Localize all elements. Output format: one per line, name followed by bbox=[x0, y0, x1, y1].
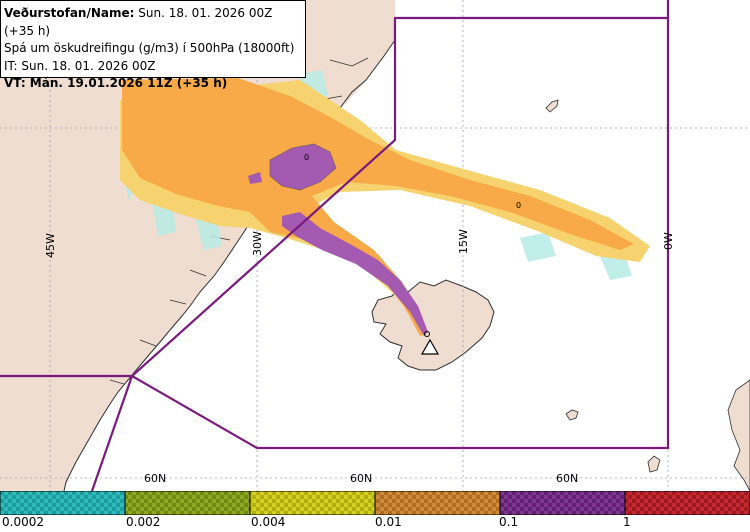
info-line-1: Veðurstofan/Name: Sun. 18. 01. 2026 00Z … bbox=[4, 5, 305, 40]
lon-label-15w: 15W bbox=[457, 229, 470, 254]
info-line-3: IT: Sun. 18. 01. 2026 00Z bbox=[4, 58, 156, 73]
lon-label-45w: 45W bbox=[44, 233, 57, 258]
lat-label-60n-2: 60N bbox=[350, 472, 372, 485]
legend-label-1: 0.0002 bbox=[2, 515, 44, 529]
jan-mayen-island bbox=[545, 99, 559, 113]
region-boundary bbox=[0, 0, 670, 491]
info-name-value: Sun. 18. 01. 2026 00Z (+35 h) bbox=[4, 6, 273, 38]
lat-label-60n-1: 60N bbox=[144, 472, 166, 485]
contour-label-2: 0 bbox=[516, 201, 521, 210]
legend-label-3: 0.004 bbox=[251, 515, 286, 529]
concentration-legend: 0.0002 0.002 0.004 0.01 0.1 1 bbox=[0, 491, 750, 532]
lon-label-0w: 0W bbox=[662, 232, 675, 250]
ash-mid-layer bbox=[122, 78, 634, 336]
legend-label-6: 1 bbox=[623, 515, 631, 529]
volcano-marker-icon bbox=[420, 331, 440, 355]
contour-label-1: 0 bbox=[304, 153, 309, 162]
info-line-2: Spá um öskudreifingu (g/m3) í 500hPa (18… bbox=[4, 41, 295, 55]
info-name-label: Veðurstofan/Name: bbox=[4, 6, 135, 20]
forecast-info-box: Veðurstofan/Name: Sun. 18. 01. 2026 00Z … bbox=[0, 0, 306, 90]
legend-label-4: 0.01 bbox=[375, 515, 402, 529]
ash-contour-line bbox=[269, 143, 337, 191]
ash-dispersion-map: 0 0 45W 30W 15W 0W 60N 60N 60N bbox=[0, 0, 750, 491]
shetland-islands bbox=[647, 455, 661, 473]
legend-bin-1 bbox=[0, 491, 126, 515]
faroe-islands bbox=[565, 409, 579, 421]
legend-bin-6 bbox=[624, 491, 750, 515]
info-line-4: VT: Mán. 19.01.2026 11Z (+35 h) bbox=[4, 76, 228, 90]
scandinavia-land bbox=[727, 379, 750, 491]
legend-bin-3 bbox=[249, 491, 376, 515]
legend-colorbar bbox=[0, 491, 750, 515]
legend-bin-5 bbox=[499, 491, 626, 515]
legend-label-5: 0.1 bbox=[499, 515, 519, 529]
lon-label-30w: 30W bbox=[251, 231, 264, 256]
legend-label-2: 0.002 bbox=[126, 515, 161, 529]
ash-high-layer bbox=[248, 144, 428, 336]
lat-label-60n-3: 60N bbox=[556, 472, 578, 485]
legend-bin-2 bbox=[124, 491, 251, 515]
legend-bin-4 bbox=[374, 491, 501, 515]
